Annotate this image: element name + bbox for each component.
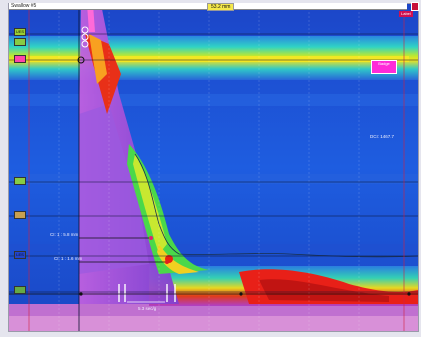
ci-label-2: CI: 1 : 1.6 mm: [54, 256, 83, 261]
sensor-marker-3[interactable]: [14, 55, 26, 63]
swallow-title: Swallow #5: [11, 3, 37, 9]
sensor-marker-2[interactable]: [14, 38, 26, 46]
sensor-marker-ues[interactable]: UES: [14, 28, 26, 36]
sensor-marker-4[interactable]: [14, 177, 26, 185]
ci-label-1: CI: 1 : 5.8 mm: [50, 232, 79, 237]
measurement-badge[interactable]: Badge: [371, 60, 397, 74]
corner-tag[interactable]: Label: [399, 11, 413, 17]
pressure-heatmap: [9, 4, 418, 331]
sensor-marker-5[interactable]: [14, 211, 26, 219]
dci-readout: DCI: 1467.7: [370, 134, 395, 139]
close-button[interactable]: [411, 2, 419, 11]
bottom-interval-label: 5.3 sec/g: [138, 306, 157, 311]
sensor-marker-les[interactable]: LES: [14, 251, 26, 259]
sensor-marker-6[interactable]: [14, 286, 26, 294]
scale-readout[interactable]: 53.2 mm: [207, 3, 235, 11]
pressure-topography-plot[interactable]: [8, 3, 419, 332]
title-bar: Swallow #5 53.2 mm: [9, 2, 419, 11]
